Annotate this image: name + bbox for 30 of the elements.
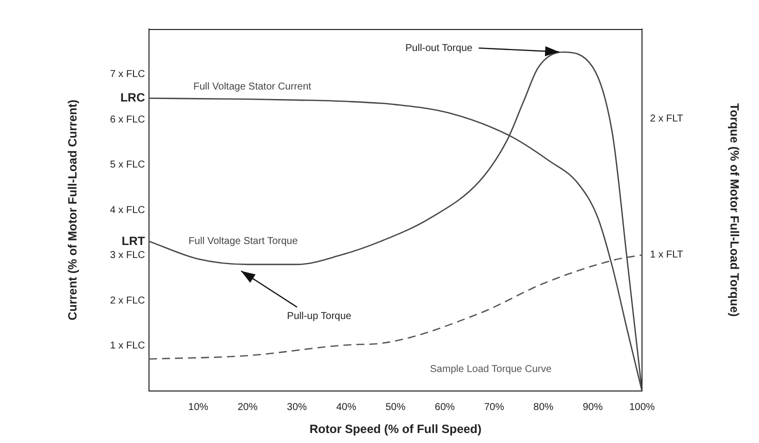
x-axis-title: Rotor Speed (% of Full Speed): [309, 422, 482, 436]
x-tick-label: 30%: [286, 402, 308, 413]
y-tick-label: LRT: [122, 234, 146, 248]
text: Sample Load Torque Curve: [430, 364, 552, 375]
y2-tick-label: 2 x FLT: [650, 114, 684, 125]
x-tick-label: 90%: [582, 402, 603, 413]
y-tick-label: 1 x FLC: [110, 340, 145, 352]
x-tick-label: 80%: [533, 402, 554, 413]
annotation: Pull-out Torque: [405, 42, 473, 54]
y-tick-label: 5 x FLC: [110, 160, 145, 170]
x-tick-label: 20%: [238, 402, 258, 413]
y-tick-label: 3 x FLC: [110, 250, 145, 261]
y-tick-label: 4 x FLC: [110, 204, 145, 216]
y-tick-label: 6 x FLC: [110, 114, 145, 126]
y2-tick-label: 1 x FLT: [650, 250, 684, 261]
x-tick-label: 100%: [629, 402, 655, 413]
y-tick-label: 7 x FLC: [110, 69, 145, 80]
x-tick-label: 40%: [336, 402, 356, 413]
y-tick-label: 2 x FLC: [110, 295, 145, 306]
series-label: Full Voltage Stator Current: [193, 82, 312, 93]
y-axis-title: Current (% of Motor Full-Load Current): [66, 100, 80, 320]
x-tick-label: 50%: [385, 402, 406, 413]
series-label: Full Voltage Start Torque: [188, 236, 298, 248]
line-series: [149, 254, 642, 360]
x-tick-label: 10%: [188, 402, 208, 413]
y-tick-label: LRC: [120, 90, 146, 105]
y2-axis-title: Torque (% of Motor Full-Load Torque): [727, 103, 742, 317]
x-tick-label: 60%: [434, 402, 455, 413]
annotation: Pull-up Torque: [287, 310, 352, 322]
x-tick-label: 70%: [484, 402, 504, 413]
